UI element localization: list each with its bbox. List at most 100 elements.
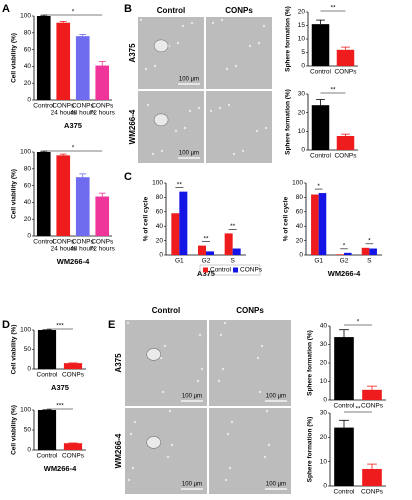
- cell-spot: [256, 356, 260, 360]
- cell-spot: [263, 455, 267, 459]
- bar: [198, 245, 206, 255]
- bar: [311, 24, 330, 66]
- y-axis-label: Sphere formation (%): [307, 417, 314, 483]
- cell-spot: [196, 379, 200, 383]
- y-axis-label: % of cell cycle: [283, 196, 290, 241]
- x-axis-label: A375: [51, 383, 69, 392]
- y-tick-label: 80: [24, 30, 32, 37]
- cell-spot: [144, 67, 148, 71]
- y-tick-label: 0: [159, 252, 163, 259]
- cell-spot: [198, 333, 202, 337]
- bar: [95, 65, 110, 100]
- cell-spot: [217, 379, 221, 383]
- cell-spot: [220, 18, 224, 22]
- y-tick-label: 40: [296, 223, 304, 230]
- bar: [56, 22, 71, 100]
- column-header: CONPs: [236, 306, 264, 315]
- y-tick-label: 50: [24, 346, 32, 353]
- sphere: [153, 39, 169, 53]
- significance-label: *: [72, 9, 75, 16]
- x-tick-label: Control: [33, 103, 55, 110]
- y-tick-label: 0: [27, 447, 31, 454]
- y-tick-label: 20: [296, 237, 304, 244]
- cell-spot: [223, 321, 227, 325]
- y-tick-label: 100: [292, 180, 303, 187]
- x-tick-label: Control: [37, 372, 59, 379]
- bar: [63, 363, 83, 369]
- bar: [336, 49, 355, 66]
- y-axis-label: Cell viability (%): [11, 405, 18, 455]
- legend-box: [199, 264, 261, 276]
- cell-spot: [218, 106, 222, 110]
- y-tick-label: 30: [298, 91, 306, 98]
- bar: [311, 105, 330, 150]
- x-tick-label: CONPs: [91, 239, 114, 246]
- bar: [37, 410, 57, 450]
- cell-spot: [257, 41, 261, 45]
- cell-spot: [227, 103, 231, 107]
- cell-spot: [131, 466, 135, 470]
- bar: [37, 330, 57, 369]
- y-axis-label: Sphere formation (%): [285, 89, 292, 155]
- cell-spot: [161, 390, 165, 394]
- y-tick-label: 60: [24, 46, 32, 53]
- y-tick-label: 100: [20, 13, 31, 20]
- x-tick-label: CONPs: [334, 69, 357, 76]
- y-tick-label: 100: [152, 180, 163, 187]
- y-tick-label: 30: [320, 341, 328, 348]
- y-tick-label: 100: [20, 407, 31, 414]
- cell-spot: [226, 432, 230, 436]
- significance-label: **: [203, 235, 209, 242]
- cell-spot: [181, 24, 185, 28]
- micrograph: [206, 17, 272, 89]
- cell-spot: [176, 41, 180, 45]
- bar: [95, 196, 110, 236]
- cell-spot: [224, 478, 228, 482]
- significance-label: **: [355, 406, 361, 413]
- cell-spot: [174, 129, 178, 133]
- cell-spot: [248, 44, 252, 48]
- cell-spot: [127, 478, 131, 482]
- row-label: WM266-4: [114, 433, 123, 468]
- cell-spot: [200, 367, 204, 371]
- cell-spot: [151, 152, 155, 156]
- x-tick-label: CONPs: [62, 372, 85, 379]
- cell-spot: [209, 109, 213, 113]
- y-tick-label: 100: [20, 149, 31, 156]
- bar: [318, 193, 327, 255]
- bar: [336, 136, 355, 150]
- panel-letter: C: [124, 171, 132, 183]
- y-axis-label: Sphere formation (%): [285, 6, 292, 72]
- bar: [311, 194, 319, 255]
- x-tick-label: G1: [175, 258, 184, 265]
- significance-label: ***: [56, 403, 64, 410]
- sphere: [153, 113, 169, 127]
- bar: [369, 248, 377, 255]
- bar: [179, 191, 188, 255]
- cell-spot: [262, 24, 266, 28]
- y-tick-label: 15: [298, 22, 306, 29]
- x-tick-label: Control: [310, 69, 332, 76]
- y-tick-label: 0: [301, 147, 305, 154]
- x-tick-label: Control: [37, 453, 59, 460]
- significance-label: **: [177, 181, 183, 188]
- row-label: WM266-4: [128, 109, 137, 144]
- cell-spot: [129, 432, 133, 436]
- column-header: Control: [157, 6, 185, 15]
- bar: [334, 337, 354, 400]
- sphere: [146, 348, 161, 361]
- y-axis-label: Cell viability (%): [11, 33, 18, 83]
- cell-spot: [267, 443, 271, 447]
- x-tick-label: 72 hours: [90, 246, 116, 253]
- significance-label: *: [343, 243, 346, 250]
- micrograph: [209, 320, 291, 406]
- significance-label: **: [330, 5, 336, 12]
- significance-label: *: [72, 145, 75, 152]
- y-axis-label: Cell viability (%): [11, 325, 18, 375]
- y-tick-label: 80: [156, 194, 164, 201]
- x-tick-label: CONPs: [91, 103, 114, 110]
- y-tick-label: 100: [20, 327, 31, 334]
- bar: [344, 252, 352, 255]
- cell-spot: [232, 152, 236, 156]
- cell-spot: [183, 126, 187, 130]
